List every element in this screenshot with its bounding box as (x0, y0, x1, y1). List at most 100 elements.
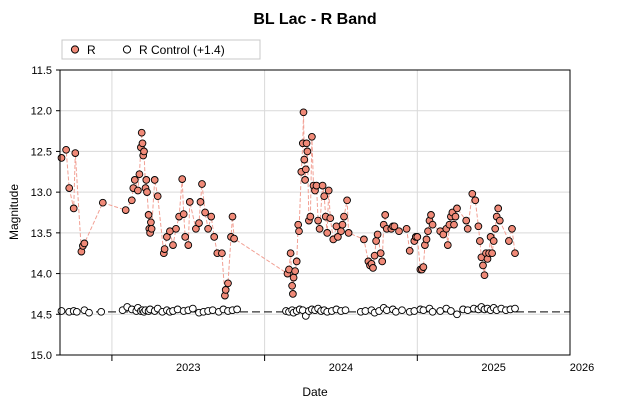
r-data-point (134, 186, 142, 195)
y-tick-label: 13.5 (31, 228, 52, 240)
r-data-point (62, 145, 70, 154)
r-data-point (291, 267, 299, 275)
r-data-point (326, 214, 335, 223)
r-data-point (320, 192, 329, 201)
r-data-point (121, 206, 130, 214)
r-data-point (376, 249, 385, 258)
control-data-point (453, 310, 461, 319)
r-data-point (147, 224, 156, 233)
r-data-point (505, 237, 513, 245)
y-tick-label: 15.0 (31, 350, 52, 362)
r-data-point (494, 204, 503, 213)
r-data-point (172, 224, 180, 233)
y-axis-ticks: 11.5 12.0 12.5 13.0 13.5 14.0 14.5 15.0 (31, 65, 60, 362)
r-data-point (185, 198, 194, 206)
r-data-point (337, 227, 345, 236)
r-data-point (228, 212, 237, 221)
r-data-point (204, 224, 212, 233)
r-data-point (476, 237, 484, 245)
legend: R R Control (+1.4) (61, 39, 261, 60)
r-data-point (491, 224, 500, 233)
r-data-point (299, 108, 308, 117)
r-data-point (179, 210, 188, 218)
control-series-points (57, 303, 519, 320)
control-data-point (511, 304, 519, 313)
y-tick-label: 11.5 (31, 65, 52, 77)
r-data-point (419, 263, 428, 271)
r-series-points (57, 108, 519, 300)
r-data-point (306, 212, 315, 221)
x-tick-label: 2026 (570, 362, 594, 374)
r-data-point (463, 224, 472, 233)
legend-r-marker (70, 45, 80, 54)
r-data-point (80, 239, 89, 248)
r-data-point (315, 224, 324, 233)
r-data-point (324, 186, 333, 195)
r-data-point (289, 273, 298, 282)
r-data-point (181, 233, 190, 241)
r-data-point (137, 128, 146, 137)
x-axis-label: Date (302, 385, 328, 399)
r-data-point (511, 249, 519, 258)
control-data-point (97, 307, 106, 316)
control-data-point (233, 305, 241, 314)
chart-title: BL Lac - R Band (253, 11, 376, 28)
y-axis-label: Magnitude (7, 184, 21, 240)
r-data-point (201, 208, 209, 217)
r-data-point (143, 188, 151, 196)
r-data-point (468, 189, 477, 198)
r-data-point (301, 176, 309, 184)
r-data-point (373, 230, 382, 239)
r-data-point (479, 261, 487, 270)
r-data-point (395, 227, 403, 236)
legend-box (61, 39, 261, 60)
r-data-point (413, 233, 422, 241)
x-tick-label: 2024 (329, 362, 353, 374)
r-data-point (381, 211, 390, 219)
r-data-point (303, 147, 312, 156)
r-data-point (360, 235, 368, 244)
r-data-point (207, 212, 216, 221)
control-data-point (447, 307, 455, 315)
r-data-point (210, 233, 219, 241)
r-data-point (495, 216, 504, 225)
y-tick-label: 14.5 (31, 309, 52, 321)
r-data-point (488, 249, 496, 258)
r-data-point (289, 290, 297, 298)
y-tick-label: 14.0 (31, 269, 52, 281)
r-data-point (178, 175, 187, 183)
r-data-point (292, 257, 301, 266)
r-data-point (135, 170, 144, 179)
r-data-point (427, 211, 435, 219)
r-data-point (340, 212, 348, 221)
x-tick-label: 2023 (176, 362, 200, 374)
r-data-point (344, 229, 353, 237)
r-data-point (288, 281, 296, 290)
r-data-point (57, 154, 66, 162)
r-data-point (295, 227, 303, 236)
r-data-point (301, 165, 310, 174)
legend-control-label: R Control (+1.4) (139, 43, 225, 57)
r-data-point (334, 233, 342, 241)
r-data-point (405, 246, 414, 255)
y-tick-label: 12.5 (31, 146, 52, 158)
r-data-point (474, 222, 483, 231)
plot-area-frame (59, 69, 571, 356)
r-data-point (69, 204, 78, 213)
r-data-point (308, 132, 316, 141)
r-data-point (302, 139, 311, 148)
r-data-point (98, 198, 107, 207)
y-tick-label: 12.0 (31, 106, 52, 118)
r-data-point (471, 196, 480, 205)
r-data-point (424, 227, 432, 236)
r-data-point (169, 241, 177, 249)
control-data-point (85, 308, 93, 317)
r-data-point (300, 155, 309, 164)
control-data-point (188, 304, 197, 313)
r-data-point (450, 220, 458, 229)
r-data-point (71, 149, 80, 157)
x-tick-label: 2025 (481, 362, 505, 374)
r-data-point (127, 196, 136, 205)
x-axis-ticks: 2023 2024 2025 2026 (111, 355, 594, 374)
